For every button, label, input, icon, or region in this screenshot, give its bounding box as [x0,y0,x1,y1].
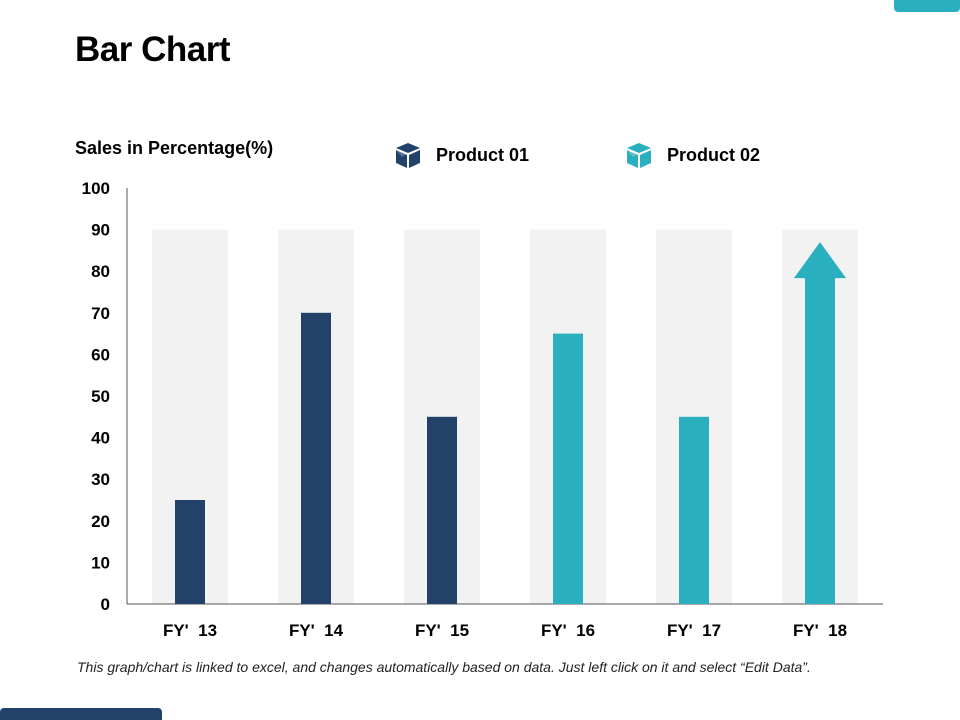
bar-2-4 [679,416,709,604]
package-box-icon [396,143,420,168]
y-tick-label: 100 [82,179,110,198]
y-tick-label: 10 [91,553,110,572]
y-tick-label: 40 [91,429,110,448]
x-tick-label: FY' 13 [163,621,217,640]
bar-2-3 [553,333,583,604]
legend-item-product-02: Product 02 [625,140,760,170]
y-tick-label: 60 [91,345,110,364]
y-tick-label: 70 [91,304,110,323]
y-tick-label: 90 [91,221,110,240]
x-tick-label: FY' 17 [667,621,721,640]
package-box-icon [627,143,651,168]
legend-label: Product 02 [667,144,761,165]
bar-arrow-2-5 [794,242,846,604]
x-tick-label: FY' 16 [541,621,595,640]
footnote: This graph/chart is linked to excel, and… [77,659,811,675]
top-accent-bar [894,0,960,12]
bottom-accent-bar [0,708,162,720]
legend-label: Product 01 [436,144,530,165]
x-tick-label: FY' 15 [415,621,469,640]
y-tick-label: 80 [91,262,110,281]
y-tick-label: 0 [101,595,110,614]
x-tick-label: FY' 14 [289,621,344,640]
slide-title: Bar Chart [75,30,230,69]
bar-1-0 [175,500,205,604]
y-axis-label: Sales in Percentage(%) [75,138,274,158]
legend-item-product-01: Product 01 [394,140,529,170]
bar-1-2 [427,416,457,604]
y-tick-label: 50 [91,387,110,406]
y-tick-label: 20 [91,512,110,531]
bar-1-1 [301,312,331,604]
x-tick-label: FY' 18 [793,621,847,640]
y-tick-label: 30 [91,470,110,489]
